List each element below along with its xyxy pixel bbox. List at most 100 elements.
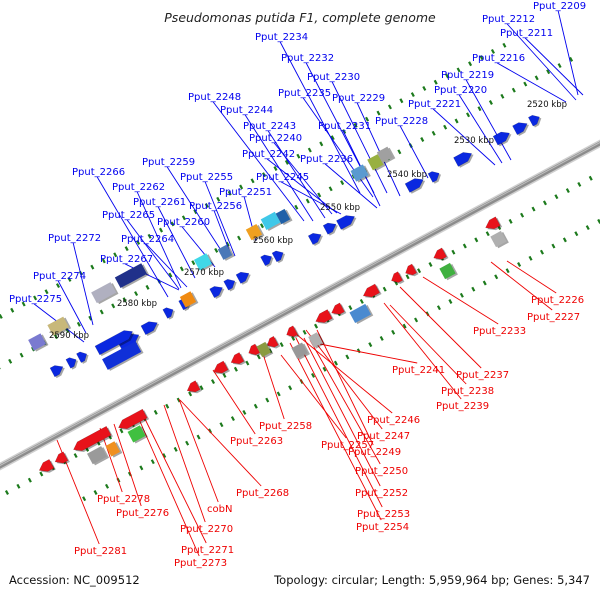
- feature-box: [87, 446, 107, 465]
- scale-tick: [216, 196, 221, 202]
- scale-tick: [173, 446, 178, 452]
- reverse-gene-label: Pput_2258: [259, 421, 312, 432]
- reverse-leader-line: [422, 276, 499, 325]
- forward-leader-line: [126, 219, 180, 290]
- feature-box: [28, 333, 47, 351]
- forward-gene-arrow: [94, 330, 133, 356]
- scale-tick: [179, 266, 184, 272]
- scale-tick: [554, 194, 559, 200]
- forward-leader-line: [157, 206, 196, 279]
- scale-tick: [479, 55, 484, 61]
- reverse-gene-arrow: [405, 263, 418, 276]
- forward-gene-label: Pput_2232: [281, 53, 334, 64]
- reverse-gene-label: Pput_2257: [321, 440, 374, 451]
- forward-gene-label: Pput_2245: [256, 172, 309, 183]
- scale-tick: [565, 188, 570, 194]
- scale-tick: [471, 286, 476, 292]
- feature-box: [350, 164, 369, 182]
- forward-gene-label: Pput_2275: [9, 294, 62, 305]
- scale-tick: [405, 274, 410, 280]
- scale-tick: [420, 137, 425, 142]
- reverse-gene-label: Pput_2246: [367, 415, 420, 426]
- scale-tick: [222, 372, 227, 378]
- scale-tick: [273, 166, 278, 171]
- forward-gene-arrow: [322, 222, 337, 235]
- reverse-gene-label: Pput_2237: [456, 370, 509, 381]
- scale-tick: [214, 247, 219, 253]
- scale-tick: [111, 303, 116, 309]
- reverse-leader-line: [178, 398, 219, 503]
- scale-tick: [242, 409, 247, 415]
- reverse-leader-line: [143, 416, 207, 544]
- scale-tick: [508, 218, 513, 224]
- forward-gene-arrow: [209, 286, 223, 299]
- scale-tick: [342, 129, 347, 135]
- scale-tick: [502, 42, 507, 48]
- scale-tick: [577, 181, 582, 187]
- scale-tick: [340, 180, 345, 186]
- forward-gene-arrow: [49, 365, 64, 378]
- reverse-leader-line: [316, 329, 374, 446]
- feature-box: [179, 291, 197, 308]
- scale-tick: [33, 295, 38, 301]
- reverse-gene-label: Pput_2263: [230, 436, 283, 447]
- scale-tick: [365, 116, 370, 122]
- scale-tick: [73, 453, 78, 458]
- reverse-gene-label: Pput_2226: [531, 295, 584, 306]
- scale-tick: [250, 178, 255, 184]
- scale-tick: [259, 223, 265, 229]
- reverse-gene-label: Pput_2252: [355, 488, 408, 499]
- feature-box: [193, 253, 212, 271]
- forward-gene-label: Pput_2255: [180, 172, 233, 183]
- forward-gene-label: Pput_2256: [189, 201, 242, 212]
- forward-gene-arrow: [140, 321, 158, 336]
- scale-tick: [99, 309, 104, 315]
- forward-leader-line: [324, 163, 378, 209]
- forward-gene-label: Pput_2251: [219, 187, 272, 198]
- scale-tick: [90, 264, 95, 270]
- kbp-label: 2560 kbp: [253, 236, 293, 246]
- scale-tick: [122, 297, 127, 303]
- forward-leader-line: [72, 242, 94, 326]
- scale-tick: [417, 268, 422, 274]
- scale-tick: [291, 335, 296, 341]
- forward-gene-label: Pput_2228: [375, 116, 428, 127]
- scale-tick: [317, 192, 322, 198]
- scale-tick: [531, 206, 536, 212]
- forward-leader-line: [465, 79, 512, 161]
- kbp-label: 2550 kbp: [320, 203, 360, 213]
- forward-gene-label: Pput_2244: [220, 105, 273, 116]
- kbp-label: 2580 kbp: [117, 299, 157, 309]
- forward-leader-line: [280, 181, 342, 215]
- forward-leader-line: [356, 102, 401, 197]
- forward-gene-arrow: [260, 254, 273, 267]
- reverse-gene-arrow: [391, 271, 403, 283]
- feature-box: [102, 341, 142, 370]
- forward-leader-line: [302, 97, 374, 198]
- scale-tick: [488, 100, 493, 105]
- forward-leader-line: [267, 130, 326, 219]
- scale-tick: [451, 249, 456, 255]
- scale-tick: [237, 235, 242, 241]
- scale-tick: [482, 280, 487, 286]
- scale-tick: [65, 328, 70, 333]
- scale-tick: [500, 93, 505, 99]
- forward-gene-label: Pput_2235: [278, 88, 331, 99]
- feature-box: [439, 262, 456, 280]
- scale-tick: [466, 112, 471, 118]
- forward-gene-arrow: [76, 351, 88, 363]
- feature-box: [47, 316, 69, 336]
- scale-tick: [253, 403, 258, 409]
- forward-leader-line: [331, 81, 388, 194]
- forward-gene-arrow: [512, 122, 528, 136]
- scale-tick: [456, 67, 461, 73]
- reverse-gene-label: Pput_2227: [527, 312, 580, 323]
- scale-tick: [468, 61, 473, 67]
- feature-box: [245, 223, 263, 241]
- kbp-scale-layer: 2520 kbp 2530 kbp 2540 kbp 2550 kbp 2560 kbp…: [49, 100, 567, 341]
- scale-tick: [562, 237, 567, 243]
- scale-tick: [82, 496, 87, 502]
- forward-gene-label: Pput_2265: [102, 210, 155, 221]
- scale-tick: [16, 483, 21, 489]
- scale-tick: [307, 147, 312, 153]
